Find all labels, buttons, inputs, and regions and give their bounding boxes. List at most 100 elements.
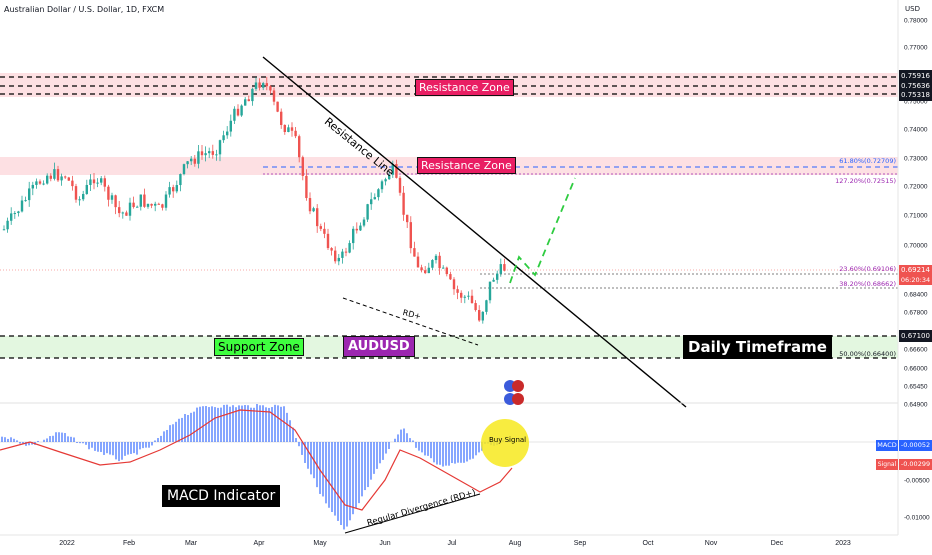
candle-body xyxy=(453,279,455,289)
price-tick-label: 0.66000 xyxy=(904,366,928,373)
time-tick-label: Sep xyxy=(574,540,587,547)
macd-bar xyxy=(109,442,111,455)
candle-body xyxy=(323,229,325,234)
macd-bar xyxy=(355,442,357,508)
candlestick-series xyxy=(3,77,506,324)
candle-body xyxy=(64,176,66,177)
candle-body xyxy=(492,280,494,282)
macd-axis[interactable]: -0.00500-0.01000 xyxy=(904,478,930,522)
candle-body xyxy=(446,268,448,274)
macd-bar xyxy=(298,442,300,446)
macd-bar xyxy=(235,407,237,442)
candle-body xyxy=(489,282,491,301)
candle-body xyxy=(35,181,37,185)
candle-body xyxy=(244,99,246,105)
timeframe-label[interactable]: Daily Timeframe xyxy=(683,335,832,359)
macd-bar xyxy=(367,442,369,487)
macd-bar xyxy=(229,407,231,442)
candle-body xyxy=(75,186,77,200)
macd-bar xyxy=(379,442,381,463)
macd-bar xyxy=(250,408,252,442)
price-tick-label: 0.66600 xyxy=(904,347,928,354)
price-tick-label: 0.68400 xyxy=(904,292,928,299)
resistance-zone-mid-label[interactable]: Resistance Zone xyxy=(417,157,516,174)
candle-body xyxy=(338,258,340,261)
macd-bar xyxy=(52,436,54,442)
macd-bar xyxy=(370,442,372,480)
resistance-zone-top-label[interactable]: Resistance Zone xyxy=(415,79,514,96)
macd-indicator-label[interactable]: MACD Indicator xyxy=(162,485,280,507)
candle-body xyxy=(312,208,314,211)
macd-bar xyxy=(256,404,258,442)
support-zone-label[interactable]: Support Zone xyxy=(214,338,304,356)
symbol-label[interactable]: AUDUSD xyxy=(343,336,415,357)
candle-body xyxy=(46,176,48,184)
candle-body xyxy=(456,289,458,293)
candle-body xyxy=(100,178,102,182)
event-flags-icon xyxy=(504,380,524,405)
macd-bar xyxy=(427,442,429,456)
candle-body xyxy=(186,161,188,164)
candle-body xyxy=(154,204,156,206)
price-tick-label: 0.70000 xyxy=(904,243,928,250)
candle-body xyxy=(21,200,23,211)
candle-body xyxy=(136,207,138,208)
macd-bar xyxy=(406,433,408,442)
macd-bar xyxy=(1,437,3,442)
macd-bar xyxy=(73,437,75,442)
macd-bar xyxy=(220,408,222,442)
macd-bar xyxy=(208,407,210,442)
macd-bar xyxy=(241,406,243,442)
macd-bar xyxy=(196,408,198,442)
candle-body xyxy=(60,176,62,180)
macd-bar xyxy=(91,442,93,448)
macd-bar xyxy=(106,442,108,453)
macd-bar xyxy=(343,442,345,529)
candle-body xyxy=(132,203,134,207)
candle-body xyxy=(17,211,19,213)
macd-bar xyxy=(280,407,282,442)
macd-bar xyxy=(58,432,60,442)
price-tick-label: 0.65450 xyxy=(904,384,928,391)
macd-bar xyxy=(361,442,363,496)
candle-body xyxy=(68,177,70,180)
candle-body xyxy=(42,184,44,185)
candle-body xyxy=(302,157,304,176)
candle-body xyxy=(118,207,120,213)
macd-bar xyxy=(352,442,354,514)
macd-bar xyxy=(322,442,324,496)
candle-body xyxy=(258,82,260,87)
candle-body xyxy=(222,135,224,140)
macd-bar xyxy=(82,442,84,443)
candle-body xyxy=(28,188,30,200)
macd-bar xyxy=(454,442,456,464)
time-tick-label: Apr xyxy=(254,540,266,547)
candle-body xyxy=(348,243,350,253)
macd-tick-label: -0.00500 xyxy=(904,478,930,485)
macd-bar xyxy=(88,442,90,449)
macd-bar xyxy=(100,442,102,452)
macd-bar xyxy=(469,442,471,460)
price-tick-label: 0.78000 xyxy=(904,18,928,25)
macd-bar xyxy=(430,442,432,458)
buy-signal-label[interactable]: Buy Signal xyxy=(489,436,526,444)
macd-bar xyxy=(349,442,351,520)
macd-bar xyxy=(433,442,435,462)
macd-value-badge: -0.00052 xyxy=(899,440,932,451)
candle-body xyxy=(399,178,401,193)
macd-bar xyxy=(286,413,288,442)
macd-bar xyxy=(460,442,462,463)
candle-body xyxy=(194,159,196,164)
macd-bar xyxy=(43,440,45,442)
macd-bar xyxy=(358,442,360,503)
macd-bar xyxy=(37,441,39,442)
candle-body xyxy=(424,270,426,273)
time-tick-label: Jun xyxy=(379,540,390,547)
macd-bar xyxy=(439,442,441,465)
macd-bar xyxy=(394,439,396,442)
macd-bar xyxy=(127,442,129,455)
candle-body xyxy=(3,229,5,230)
macd-bar xyxy=(202,406,204,442)
candle-body xyxy=(352,229,354,243)
